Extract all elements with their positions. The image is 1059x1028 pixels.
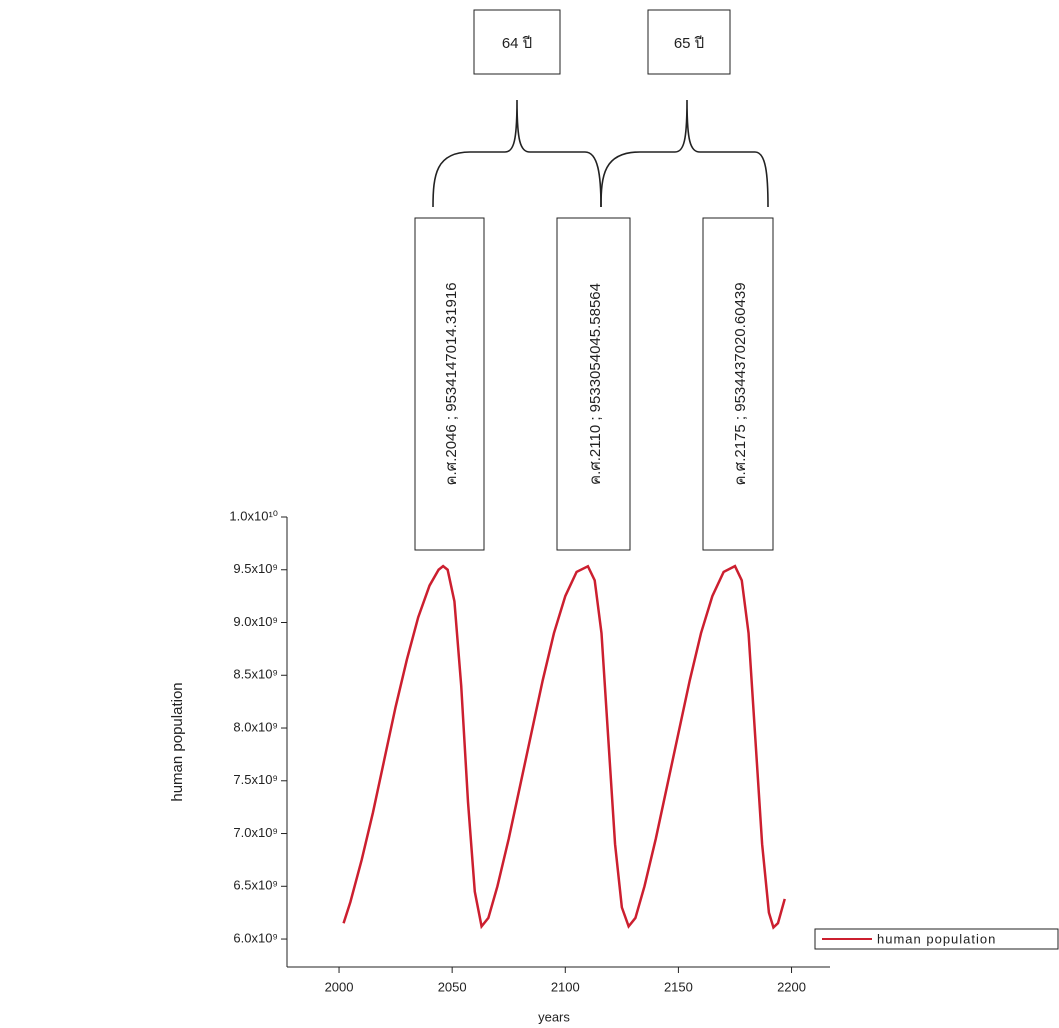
y-tick-label: 6.0x10⁹ xyxy=(233,930,278,945)
y-tick-label: 8.0x10⁹ xyxy=(233,719,278,734)
y-tick-label: 9.0x10⁹ xyxy=(233,614,278,629)
x-tick-label: 2150 xyxy=(664,979,693,994)
interval-label: 64 ปี xyxy=(502,35,532,52)
annotation: ค.ศ.2175 ; 9534437020.60439 xyxy=(732,282,749,485)
page: 64 ปี 65 ปี ค.ศ.2046 ; 9534147014.31916 … xyxy=(0,0,1059,1028)
x-tick-label: 2050 xyxy=(438,979,467,994)
y-tick-label: 9.5x10⁹ xyxy=(233,561,278,576)
x-tick-label: 2000 xyxy=(325,979,354,994)
y-tick-label: 1.0x10¹⁰ xyxy=(229,508,278,523)
annotation: ค.ศ.2046 ; 9534147014.31916 xyxy=(443,282,460,485)
interval-label: 65 ปี xyxy=(674,35,704,52)
y-tick-label: 7.0x10⁹ xyxy=(233,825,278,840)
background xyxy=(0,0,1059,1028)
x-tick-label: 2100 xyxy=(551,979,580,994)
chart: 64 ปี 65 ปี ค.ศ.2046 ; 9534147014.31916 … xyxy=(0,0,1059,1028)
y-axis-title: human population xyxy=(169,682,186,801)
x-tick-label: 2200 xyxy=(777,979,806,994)
y-tick-label: 7.5x10⁹ xyxy=(233,772,278,787)
annotation: ค.ศ.2110 ; 9533054045.58564 xyxy=(587,283,604,485)
x-axis-title: years xyxy=(538,1009,570,1024)
y-tick-label: 6.5x10⁹ xyxy=(233,878,278,893)
y-tick-label: 8.5x10⁹ xyxy=(233,667,278,682)
legend-label: human population xyxy=(877,931,996,946)
